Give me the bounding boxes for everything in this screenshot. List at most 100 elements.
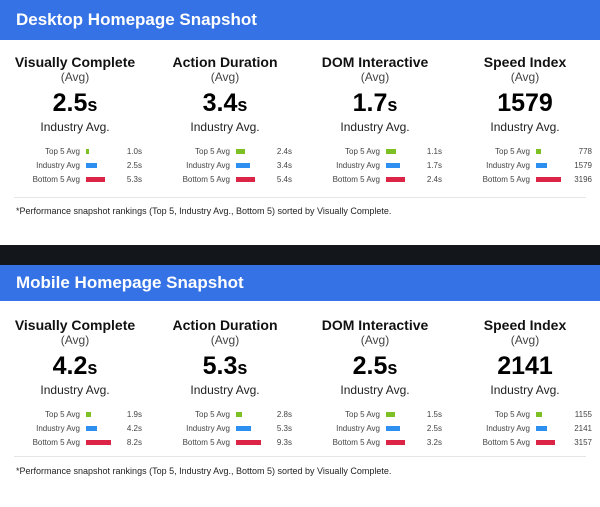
bar-industry — [386, 425, 400, 431]
ranking-label: Industry Avg — [36, 160, 80, 170]
ranking-value: 1579 — [574, 160, 592, 170]
bar-container — [236, 421, 272, 435]
metric-speed-index: Speed Index (Avg) 1579 Industry Avg. Top 5 A… — [450, 54, 600, 186]
ranking-label: Industry Avg — [486, 160, 530, 170]
metric-unit: s — [387, 358, 398, 378]
bar-bottom-5 — [386, 176, 405, 182]
ranking-value: 3.4s — [276, 160, 292, 170]
metric-action-duration: Action Duration (Avg) 3.4s Industry Avg. Top… — [150, 54, 300, 186]
ranking-row-top-5: Top 5 Avg 1.0s — [0, 144, 150, 158]
ranking-row-bottom-5: Bottom 5 Avg 5.3s — [0, 172, 150, 186]
metric-number: 1.7 — [352, 89, 388, 117]
metric-unit: s — [387, 95, 398, 115]
metric-title: Action Duration — [172, 54, 278, 70]
ranking-row-industry: Industry Avg 3.4s — [150, 158, 300, 172]
ranking-row-industry: Industry Avg 2.5s — [0, 158, 150, 172]
ranking-value: 2.4s — [426, 174, 442, 184]
bar-bottom-5 — [86, 176, 105, 182]
bar-container — [86, 421, 122, 435]
ranking-label: Industry Avg — [336, 423, 380, 433]
spacer — [0, 216, 600, 245]
bar-container — [86, 144, 122, 158]
metric-value: 2.5s — [0, 88, 150, 120]
ranking-row-bottom-5: Bottom 5 Avg 2.4s — [300, 172, 450, 186]
bar-container — [86, 158, 122, 172]
ranking-value: 4.2s — [126, 423, 142, 433]
ranking-rows: Top 5 Avg 1.0s Industry Avg 2.5s Bottom 5 Av… — [0, 144, 150, 186]
ranking-label: Industry Avg — [36, 423, 80, 433]
ranking-row-bottom-5: Bottom 5 Avg 3157 — [450, 435, 600, 449]
bar-container — [536, 407, 572, 421]
bar-industry — [386, 162, 400, 168]
metric-number: 3.4 — [202, 89, 238, 117]
ranking-value: 3.2s — [426, 437, 442, 447]
metric-dom-interactive: DOM Interactive (Avg) 2.5s Industry Avg. Top… — [300, 317, 450, 449]
metric-caption: Industry Avg. — [340, 120, 410, 134]
ranking-value: 2.8s — [276, 409, 292, 419]
bar-industry — [236, 425, 251, 431]
bar-industry — [536, 162, 547, 168]
metric-title: Visually Complete — [14, 317, 136, 333]
metric-visually-complete: Visually Complete (Avg) 4.2s Industry Avg. T… — [0, 317, 150, 449]
ranking-value: 8.2s — [126, 437, 142, 447]
footnote: *Performance snapshot rankings (Top 5, I… — [16, 466, 392, 476]
bar-container — [386, 158, 422, 172]
ranking-row-bottom-5: Bottom 5 Avg 3.2s — [300, 435, 450, 449]
ranking-label: Top 5 Avg — [195, 409, 230, 419]
ranking-value: 1.1s — [426, 146, 442, 156]
desktop-metrics: Visually Complete (Avg) 2.5s Industry Avg. T… — [0, 40, 600, 186]
bar-top-5 — [86, 411, 91, 417]
metric-subtitle: (Avg) — [360, 333, 390, 347]
metric-title: Speed Index — [483, 317, 567, 333]
metric-subtitle: (Avg) — [210, 333, 240, 347]
ranking-row-industry: Industry Avg 5.3s — [150, 421, 300, 435]
ranking-label: Industry Avg — [486, 423, 530, 433]
metric-number: 1579 — [497, 89, 553, 117]
metric-title: Speed Index — [483, 54, 567, 70]
bar-container — [536, 172, 572, 186]
ranking-value: 3157 — [574, 437, 592, 447]
bar-container — [86, 435, 122, 449]
mobile-snapshot-panel: Mobile Homepage Snapshot Visually Comple… — [0, 265, 600, 507]
bar-top-5 — [236, 148, 245, 154]
metric-caption: Industry Avg. — [340, 383, 410, 397]
bar-container — [386, 407, 422, 421]
metric-caption: Industry Avg. — [190, 120, 260, 134]
bar-top-5 — [536, 411, 542, 417]
ranking-value: 5.4s — [276, 174, 292, 184]
ranking-rows: Top 5 Avg 1.5s Industry Avg 2.5s Bottom 5 Av… — [300, 407, 450, 449]
ranking-label: Bottom 5 Avg — [32, 174, 80, 184]
ranking-value: 5.3s — [126, 174, 142, 184]
ranking-value: 2.5s — [426, 423, 442, 433]
bar-industry — [536, 425, 547, 431]
ranking-value: 1.9s — [126, 409, 142, 419]
ranking-row-top-5: Top 5 Avg 1.9s — [0, 407, 150, 421]
bar-container — [236, 158, 272, 172]
bar-top-5 — [236, 411, 242, 417]
section-separator — [0, 245, 600, 265]
metric-value: 1.7s — [300, 88, 450, 120]
metric-title: DOM Interactive — [321, 54, 429, 70]
metric-subtitle: (Avg) — [60, 333, 90, 347]
ranking-label: Top 5 Avg — [45, 146, 80, 156]
bar-industry — [86, 425, 97, 431]
ranking-label: Bottom 5 Avg — [182, 174, 230, 184]
ranking-label: Bottom 5 Avg — [182, 437, 230, 447]
ranking-row-industry: Industry Avg 4.2s — [0, 421, 150, 435]
metric-unit: s — [237, 95, 248, 115]
bar-container — [236, 172, 272, 186]
bar-top-5 — [536, 148, 541, 154]
ranking-row-top-5: Top 5 Avg 778 — [450, 144, 600, 158]
ranking-label: Industry Avg — [186, 160, 230, 170]
ranking-row-industry: Industry Avg 2.5s — [300, 421, 450, 435]
metric-title: DOM Interactive — [321, 317, 429, 333]
ranking-value: 5.3s — [276, 423, 292, 433]
ranking-value: 1155 — [574, 409, 592, 419]
metric-value: 2141 — [450, 351, 600, 383]
bar-container — [386, 435, 422, 449]
ranking-label: Bottom 5 Avg — [332, 174, 380, 184]
metric-value: 5.3s — [150, 351, 300, 383]
metric-action-duration: Action Duration (Avg) 5.3s Industry Avg. Top… — [150, 317, 300, 449]
desktop-snapshot-panel: Desktop Homepage Snapshot Visually Compl… — [0, 0, 600, 216]
ranking-value: 9.3s — [276, 437, 292, 447]
